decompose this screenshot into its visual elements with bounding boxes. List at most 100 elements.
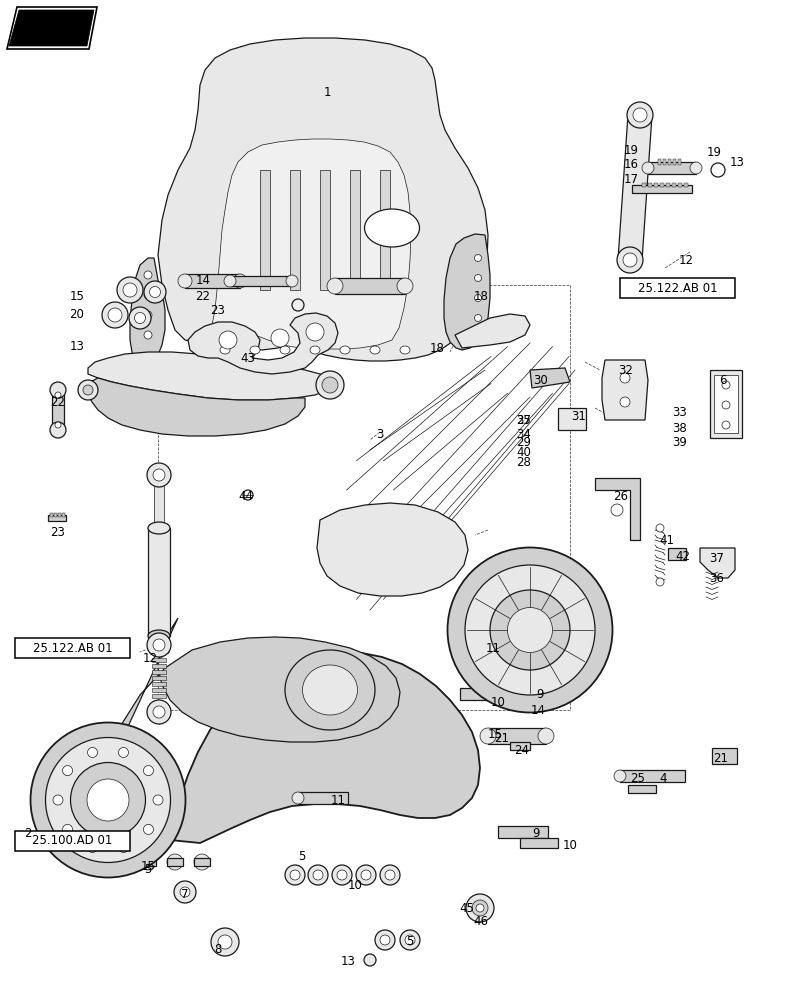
- Ellipse shape: [144, 271, 152, 279]
- Ellipse shape: [375, 930, 394, 950]
- Ellipse shape: [102, 302, 128, 328]
- Ellipse shape: [474, 274, 481, 282]
- Text: 43: 43: [240, 352, 255, 364]
- Bar: [350, 170, 359, 290]
- Ellipse shape: [538, 728, 553, 744]
- Text: 33: 33: [672, 406, 687, 420]
- Ellipse shape: [180, 887, 190, 897]
- Text: 12: 12: [142, 652, 157, 666]
- Ellipse shape: [88, 747, 97, 757]
- Bar: [677, 159, 680, 165]
- Bar: [320, 170, 329, 290]
- Text: 29: 29: [516, 436, 531, 448]
- Text: 2: 2: [24, 827, 32, 840]
- Ellipse shape: [384, 870, 394, 880]
- Bar: [667, 548, 685, 560]
- Text: 15: 15: [140, 860, 155, 874]
- Text: 21: 21: [494, 732, 508, 745]
- Text: 36: 36: [709, 572, 723, 585]
- Ellipse shape: [88, 843, 97, 853]
- Ellipse shape: [55, 392, 61, 398]
- Text: 24: 24: [514, 743, 529, 756]
- Text: 41: 41: [659, 534, 674, 546]
- Text: 5: 5: [144, 863, 152, 876]
- Text: 37: 37: [709, 552, 723, 566]
- Ellipse shape: [689, 162, 702, 174]
- Ellipse shape: [211, 928, 238, 956]
- Ellipse shape: [466, 894, 493, 922]
- Ellipse shape: [642, 162, 653, 174]
- Bar: [487, 728, 545, 744]
- Text: 19: 19: [706, 146, 721, 159]
- Text: 15: 15: [70, 290, 84, 304]
- Text: 25.122.AB 01: 25.122.AB 01: [637, 282, 716, 294]
- Bar: [52, 390, 64, 430]
- Polygon shape: [158, 38, 487, 361]
- Bar: [460, 688, 514, 700]
- Polygon shape: [88, 378, 305, 436]
- Polygon shape: [617, 114, 651, 261]
- Ellipse shape: [465, 565, 594, 695]
- Polygon shape: [601, 360, 647, 420]
- Text: 14: 14: [530, 704, 545, 716]
- Bar: [152, 670, 165, 674]
- Bar: [260, 170, 270, 290]
- Bar: [48, 515, 66, 521]
- Ellipse shape: [250, 346, 260, 354]
- Ellipse shape: [117, 277, 143, 303]
- Ellipse shape: [144, 291, 152, 299]
- Text: 19: 19: [623, 144, 637, 157]
- Ellipse shape: [489, 590, 569, 670]
- Text: 10: 10: [490, 696, 504, 708]
- Bar: [659, 183, 663, 187]
- Text: 22: 22: [195, 290, 210, 304]
- Bar: [557, 408, 586, 430]
- Ellipse shape: [224, 275, 236, 287]
- Text: 31: 31: [571, 410, 586, 422]
- Ellipse shape: [71, 762, 145, 837]
- Ellipse shape: [45, 737, 170, 862]
- Polygon shape: [594, 478, 639, 540]
- Text: 38: 38: [672, 422, 687, 434]
- Ellipse shape: [122, 283, 137, 297]
- Text: 1: 1: [323, 86, 330, 99]
- Bar: [152, 664, 165, 668]
- Text: 5: 5: [406, 935, 413, 948]
- Polygon shape: [444, 234, 489, 350]
- Ellipse shape: [152, 795, 163, 805]
- Bar: [335, 278, 405, 294]
- Bar: [148, 528, 169, 636]
- Ellipse shape: [397, 278, 413, 294]
- Bar: [709, 370, 741, 438]
- Ellipse shape: [337, 870, 346, 880]
- Ellipse shape: [655, 524, 663, 532]
- Bar: [154, 478, 164, 533]
- Bar: [620, 278, 734, 298]
- Polygon shape: [316, 503, 467, 596]
- Text: 39: 39: [672, 436, 687, 450]
- Polygon shape: [188, 313, 337, 374]
- Bar: [152, 688, 165, 692]
- Ellipse shape: [148, 630, 169, 642]
- Ellipse shape: [285, 275, 298, 287]
- Ellipse shape: [471, 900, 487, 916]
- Polygon shape: [530, 368, 569, 388]
- Ellipse shape: [147, 633, 171, 657]
- Ellipse shape: [78, 380, 98, 400]
- Ellipse shape: [144, 331, 152, 339]
- Ellipse shape: [219, 331, 237, 349]
- Text: 15: 15: [487, 728, 502, 741]
- Ellipse shape: [303, 665, 357, 715]
- Ellipse shape: [620, 397, 629, 407]
- Bar: [15, 638, 130, 658]
- Ellipse shape: [148, 522, 169, 534]
- Ellipse shape: [292, 792, 303, 804]
- Text: 26: 26: [613, 489, 628, 502]
- Ellipse shape: [332, 865, 351, 885]
- Bar: [487, 638, 538, 650]
- Ellipse shape: [370, 346, 380, 354]
- Text: 11: 11: [485, 642, 500, 654]
- Ellipse shape: [322, 377, 337, 393]
- Text: 13: 13: [70, 340, 84, 354]
- Bar: [152, 694, 165, 698]
